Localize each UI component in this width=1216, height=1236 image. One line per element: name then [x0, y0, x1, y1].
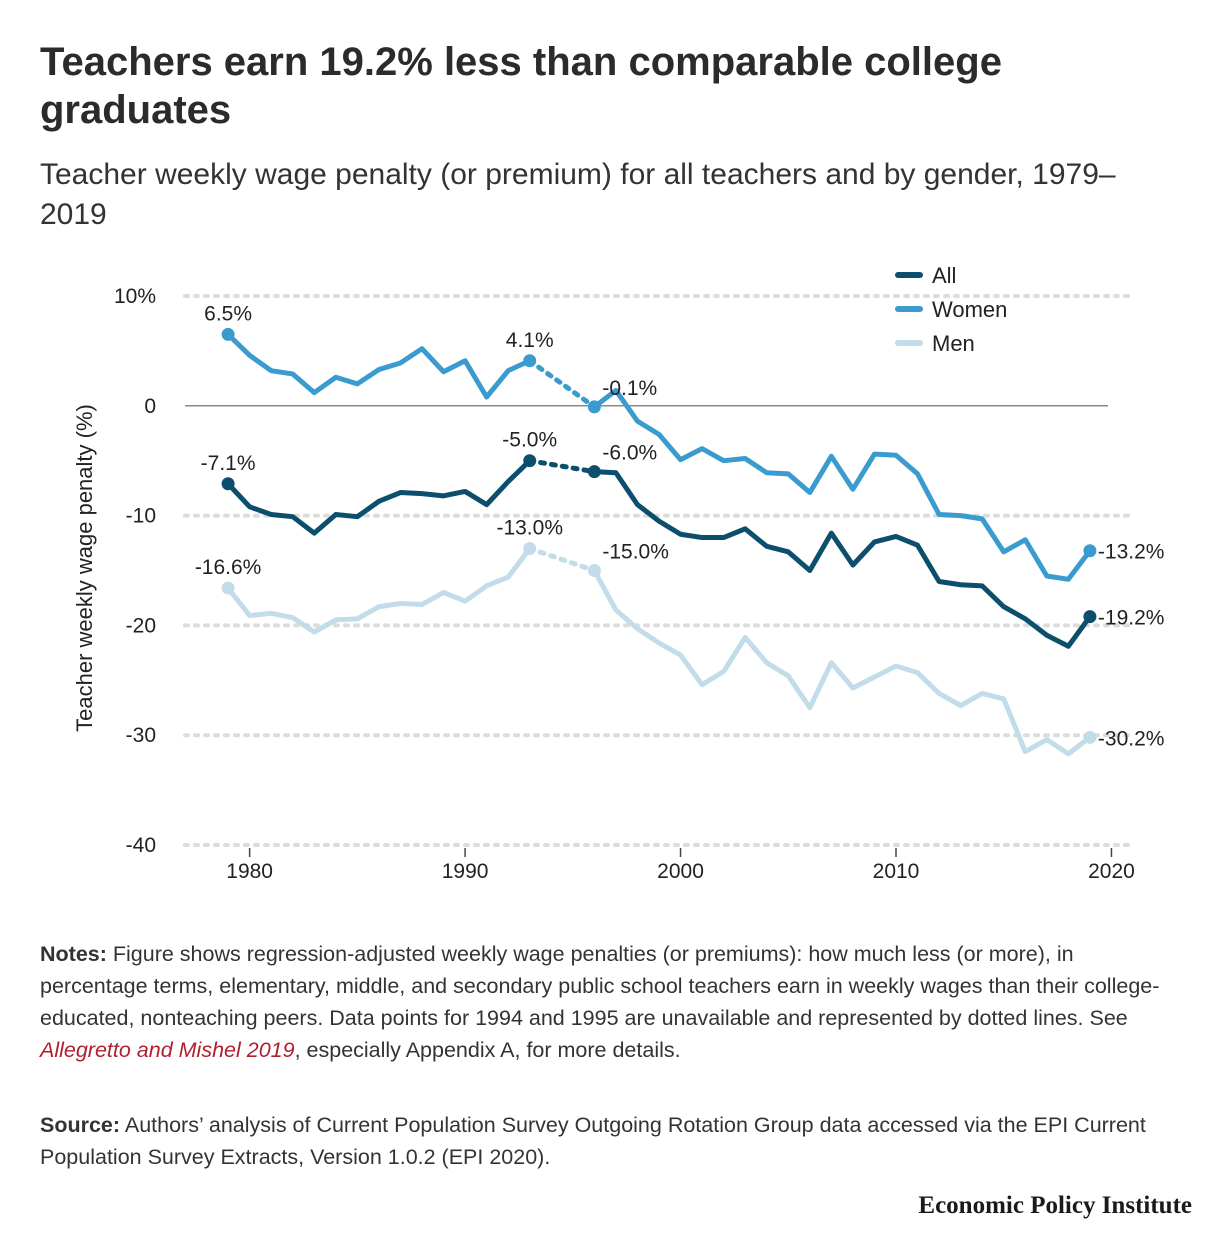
y-tick-label: 0	[144, 395, 156, 418]
series-line	[591, 568, 1093, 757]
notes-text: Figure shows regression-adjusted weekly …	[40, 942, 1160, 1030]
gap-connector	[527, 358, 597, 410]
data-point	[523, 542, 537, 556]
x-tick-label: 2020	[1088, 860, 1135, 883]
legend-label: All	[932, 263, 956, 288]
chart-title: Teachers earn 19.2% less than comparable…	[40, 40, 1002, 132]
series-all: -7.1% -5.0% -6.0% -19.2%	[201, 429, 1165, 649]
data-label: 4.1%	[506, 329, 554, 352]
data-point	[523, 354, 537, 368]
y-axis-label: Teacher weekly wage penalty (%)	[72, 404, 97, 732]
chart-legend: All Women Men	[895, 263, 1007, 356]
data-label: -15.0%	[602, 541, 669, 564]
y-tick-label: 10%	[114, 285, 156, 308]
series-line	[225, 331, 533, 400]
x-tick-label: 2010	[873, 860, 920, 883]
line-chart: 10% 0 -10 -20 -30 -40 1980 1990 2000 2010 2020 -7.…	[72, 263, 1165, 883]
chart-grid	[183, 294, 1130, 847]
y-tick-label: -20	[126, 614, 156, 637]
source-label: Source:	[40, 1113, 121, 1137]
gap-connector	[527, 458, 597, 475]
data-point	[221, 327, 235, 341]
data-point	[587, 465, 601, 479]
data-label: 6.5%	[204, 302, 252, 325]
data-label: -13.0%	[496, 517, 563, 540]
data-label: -19.2%	[1098, 607, 1165, 630]
x-tick-label: 2000	[657, 860, 704, 883]
y-tick-label: -40	[126, 834, 156, 857]
data-label: -5.0%	[502, 429, 557, 452]
data-point	[523, 454, 537, 468]
data-point	[1083, 610, 1097, 624]
data-label: -0.1%	[602, 377, 657, 400]
legend-label: Women	[932, 297, 1007, 322]
data-point	[587, 400, 601, 414]
gap-connector	[527, 546, 597, 573]
series-line	[591, 469, 1093, 649]
x-tick-label: 1990	[442, 860, 489, 883]
data-point	[587, 564, 601, 577]
series-line	[225, 458, 533, 536]
y-tick-label: -30	[126, 724, 156, 747]
x-tick-label: 1980	[226, 860, 273, 883]
chart-subtitle: Teacher weekly wage penalty (or premium)…	[40, 158, 1116, 231]
data-point	[221, 581, 235, 595]
data-label: -6.0%	[602, 442, 657, 465]
notes-label: Notes:	[40, 942, 107, 966]
data-point	[1083, 544, 1097, 558]
series-women: 6.5% 4.1% -0.1% -13.2%	[204, 302, 1165, 582]
citation-link[interactable]: Allegretto and Mishel 2019	[40, 1038, 295, 1062]
source: Source: Authors’ analysis of Current Pop…	[40, 1109, 1180, 1173]
data-point	[221, 477, 235, 491]
legend-label: Men	[932, 331, 975, 356]
data-label: -7.1%	[201, 452, 256, 475]
data-point	[1083, 730, 1097, 744]
notes: Notes: Figure shows regression-adjusted …	[40, 938, 1180, 1066]
series-men: -16.6% -13.0% -15.0% -30.2%	[195, 517, 1165, 757]
brand-logo-text: Economic Policy Institute	[918, 1192, 1192, 1219]
chart-axes: 10% 0 -10 -20 -30 -40 1980 1990 2000 2010 2020	[114, 285, 1135, 883]
data-label: -13.2%	[1098, 541, 1165, 564]
chart-series: -7.1% -5.0% -6.0% -19.2% 6.5% 4.1% -0.1% -13.2%…	[195, 302, 1165, 757]
series-line	[591, 387, 1093, 582]
series-line	[225, 546, 533, 635]
source-text: Authors’ analysis of Current Population …	[40, 1113, 1146, 1169]
data-label: -16.6%	[195, 556, 262, 579]
notes-text-end: , especially Appendix A, for more detail…	[294, 1038, 681, 1062]
data-label: -30.2%	[1098, 727, 1165, 750]
y-tick-label: -10	[126, 505, 156, 528]
